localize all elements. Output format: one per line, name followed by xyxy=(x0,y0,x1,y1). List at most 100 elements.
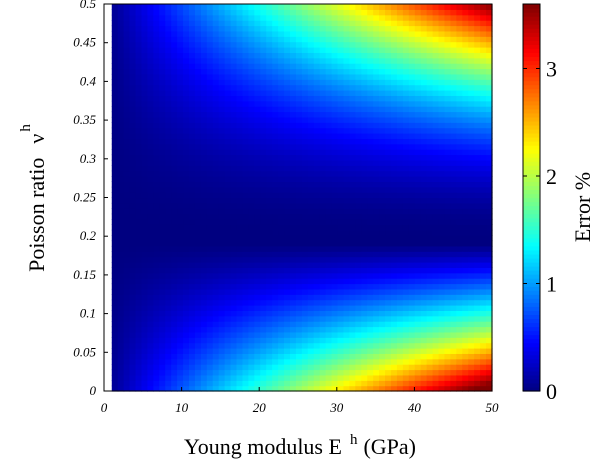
heatmap-cell xyxy=(266,25,273,32)
heatmap-cell xyxy=(325,90,333,96)
heatmap-cell xyxy=(206,326,214,333)
heatmap-cell xyxy=(456,149,463,156)
heatmap-cell xyxy=(385,111,392,118)
heatmap-cell xyxy=(474,288,481,295)
heatmap-cell xyxy=(242,149,250,156)
heatmap-cell xyxy=(129,310,137,317)
heatmap-cell xyxy=(319,127,327,134)
heatmap-cell xyxy=(331,52,339,59)
heatmap-cell xyxy=(337,219,345,225)
heatmap-cell xyxy=(177,315,184,322)
heatmap-cell xyxy=(319,4,327,10)
heatmap-cell xyxy=(171,14,178,21)
heatmap-cell xyxy=(129,235,137,242)
heatmap-cell xyxy=(284,20,291,27)
heatmap-cell xyxy=(432,41,440,48)
heatmap-cell xyxy=(206,186,214,193)
heatmap-cell xyxy=(426,251,434,258)
heatmap-cell xyxy=(153,90,160,96)
heatmap-cell xyxy=(200,256,208,263)
heatmap-cell xyxy=(200,326,208,333)
heatmap-cell xyxy=(266,133,273,139)
heatmap-cell xyxy=(171,176,178,182)
heatmap-cell xyxy=(402,240,410,247)
heatmap-cell xyxy=(194,79,202,86)
heatmap-cell xyxy=(272,245,279,252)
heatmap-cell xyxy=(325,133,333,139)
heatmap-cell xyxy=(206,154,214,161)
heatmap-cell xyxy=(408,310,416,317)
heatmap-cell xyxy=(242,41,250,48)
heatmap-cell xyxy=(361,251,368,258)
heatmap-cell xyxy=(349,342,356,349)
heatmap-cell xyxy=(474,36,481,43)
heatmap-cell xyxy=(391,4,398,10)
heatmap-cell xyxy=(367,14,374,21)
heatmap-cell xyxy=(379,181,386,188)
heatmap-cell xyxy=(129,100,137,107)
colorbar-tick-label: 0 xyxy=(546,379,557,404)
heatmap-cell xyxy=(420,68,428,75)
heatmap-cell xyxy=(391,133,398,139)
heatmap-cell xyxy=(129,305,137,311)
heatmap-cell xyxy=(218,315,226,322)
heatmap-cell xyxy=(141,299,149,306)
heatmap-cell xyxy=(295,181,303,188)
heatmap-cell xyxy=(206,95,214,102)
heatmap-cell xyxy=(301,159,309,166)
heatmap-cell xyxy=(355,208,362,215)
heatmap-cell xyxy=(355,106,362,113)
heatmap-cell xyxy=(260,294,267,301)
heatmap-cell xyxy=(355,245,362,252)
heatmap-cell xyxy=(486,63,493,70)
heatmap-cell xyxy=(307,337,315,344)
heatmap-cell xyxy=(200,235,208,242)
heatmap-cell xyxy=(194,251,202,258)
heatmap-cell xyxy=(480,197,487,204)
heatmap-cell xyxy=(260,122,267,129)
heatmap-cell xyxy=(212,181,220,188)
heatmap-cell xyxy=(254,224,261,231)
heatmap-cell xyxy=(165,299,172,306)
heatmap-cell xyxy=(147,170,154,177)
heatmap-cell xyxy=(325,149,333,156)
heatmap-cell xyxy=(272,321,279,328)
heatmap-cell xyxy=(325,353,333,360)
heatmap-cell xyxy=(396,138,404,145)
heatmap-cell xyxy=(254,348,261,354)
heatmap-cell xyxy=(171,25,178,32)
heatmap-cell xyxy=(408,30,416,37)
heatmap-cell xyxy=(248,116,255,123)
heatmap-cell xyxy=(254,208,261,215)
colorbar-step xyxy=(523,225,540,231)
heatmap-cell xyxy=(420,159,428,166)
heatmap-cell xyxy=(355,73,362,80)
heatmap-cell xyxy=(385,52,392,59)
heatmap-cell xyxy=(290,100,297,107)
heatmap-cell xyxy=(355,251,362,258)
heatmap-cell xyxy=(450,30,457,37)
heatmap-cell xyxy=(343,25,351,32)
heatmap-cell xyxy=(420,305,428,311)
heatmap-cell xyxy=(307,57,315,64)
heatmap-cell xyxy=(307,100,315,107)
heatmap-cell xyxy=(171,262,178,268)
heatmap-cell xyxy=(313,186,321,193)
heatmap-cell xyxy=(254,90,261,96)
heatmap-cell xyxy=(456,63,463,70)
heatmap-cell xyxy=(331,240,339,247)
heatmap-cell xyxy=(432,385,440,392)
colorbar-step xyxy=(523,24,540,29)
heatmap-cell xyxy=(272,4,279,10)
heatmap-cell xyxy=(450,138,457,145)
heatmap-cell xyxy=(260,111,267,118)
heatmap-cell xyxy=(474,213,481,220)
heatmap-cell xyxy=(218,133,226,139)
heatmap-cell xyxy=(385,127,392,134)
heatmap-cell xyxy=(349,176,356,182)
heatmap-cell xyxy=(141,47,149,53)
heatmap-cell xyxy=(111,111,119,118)
heatmap-cell xyxy=(141,84,149,91)
x-tick-label: 30 xyxy=(329,400,344,415)
heatmap-cell xyxy=(444,25,452,32)
